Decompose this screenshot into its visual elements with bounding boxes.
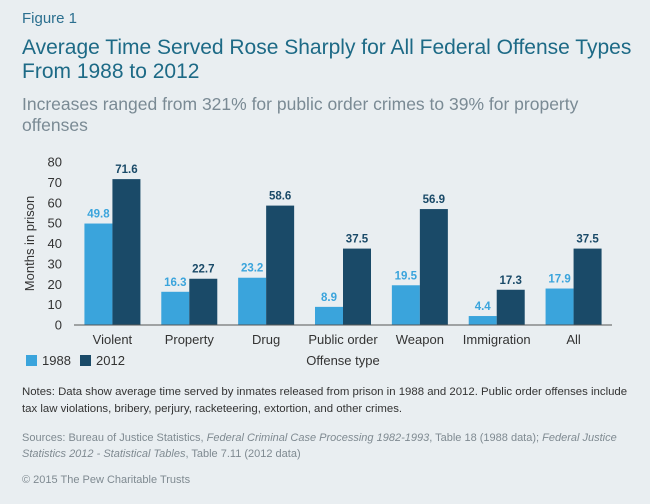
y-tick-label: 50 <box>48 216 62 231</box>
sources-prefix: Sources: Bureau of Justice Statistics, <box>22 432 207 444</box>
bar-1988 <box>468 316 497 325</box>
sources-mid: , Table 18 (1988 data); <box>429 432 543 444</box>
data-label: 8.9 <box>321 292 337 304</box>
y-axis-title: Months in prison <box>22 196 37 291</box>
data-label: 56.9 <box>423 194 445 206</box>
x-tick-label: Violent <box>93 332 133 347</box>
bar-group: 23.2 58.6 <box>238 191 295 325</box>
data-label: 23.2 <box>241 263 263 275</box>
sources: Sources: Bureau of Justice Statistics, F… <box>22 430 632 462</box>
data-label: 37.5 <box>346 234 369 246</box>
x-tick-label: Property <box>165 332 215 347</box>
y-tick-label: 10 <box>48 297 62 312</box>
bar-group: 16.3 22.7 <box>161 264 218 325</box>
bar-2012 <box>112 179 141 325</box>
y-tick-label: 70 <box>48 175 62 190</box>
notes: Notes: Data show average time served by … <box>22 386 628 415</box>
bars-group: 49.8 71.6 16.3 22.7 23.2 58.6 8.9 37.5 19.5 56.9 4… <box>84 164 602 325</box>
bar-1988 <box>84 223 113 325</box>
bar-chart: 0 10 20 30 40 50 60 70 80 49.8 71.6 16.3 22.7 23.2 58… <box>22 155 612 368</box>
legend-swatch-2012 <box>80 355 91 366</box>
data-label: 37.5 <box>576 234 599 246</box>
bar-2012 <box>266 205 295 325</box>
x-axis-title: Offense type <box>306 353 379 368</box>
data-label: 71.6 <box>115 164 137 176</box>
data-label: 58.6 <box>269 191 291 203</box>
chart-subtitle: Increases ranged from 321% for public or… <box>22 94 579 135</box>
bar-group: 8.9 37.5 <box>315 234 371 325</box>
data-label: 22.7 <box>192 264 214 276</box>
bar-group: 49.8 71.6 <box>84 164 141 325</box>
bar-1988 <box>391 285 420 325</box>
data-label: 17.9 <box>548 274 570 286</box>
y-tick-label: 80 <box>48 155 62 170</box>
data-label: 19.5 <box>395 270 418 282</box>
data-label: 16.3 <box>164 277 186 289</box>
x-axis-labels: Violent Property Drug Public order Weapon Imm… <box>93 332 581 347</box>
x-tick-label: All <box>566 332 581 347</box>
bar-2012 <box>496 289 525 325</box>
bar-1988 <box>315 306 343 325</box>
data-label: 49.8 <box>87 209 110 221</box>
bar-2012 <box>189 278 218 325</box>
bar-1988 <box>161 291 190 325</box>
x-tick-label: Weapon <box>396 332 444 347</box>
legend-swatch-1988 <box>26 355 37 366</box>
x-tick-label: Drug <box>252 332 280 347</box>
sources-suffix: , Table 7.11 (2012 data) <box>185 448 301 460</box>
x-tick-label: Public order <box>308 332 378 347</box>
x-tick-label: Immigration <box>463 332 531 347</box>
data-label: 17.3 <box>500 275 522 287</box>
y-tick-label: 20 <box>48 277 62 292</box>
y-tick-label: 40 <box>48 236 62 251</box>
y-axis: 0 10 20 30 40 50 60 70 80 <box>48 155 62 333</box>
legend: 1988 2012 <box>26 353 125 368</box>
copyright: © 2015 The Pew Charitable Trusts <box>22 474 191 486</box>
source-title-1: Federal Criminal Case Processing 1982-19… <box>206 432 430 444</box>
bar-1988 <box>545 288 574 325</box>
bar-group: 4.4 17.3 <box>468 275 525 325</box>
bar-group: 17.9 37.5 <box>545 234 602 325</box>
figure-label: Figure 1 <box>22 10 78 27</box>
legend-label-1988: 1988 <box>42 353 71 368</box>
legend-label-2012: 2012 <box>96 353 125 368</box>
y-tick-label: 0 <box>55 318 62 333</box>
y-tick-label: 30 <box>48 256 62 271</box>
y-tick-label: 60 <box>48 195 62 210</box>
source-title-2: Federal Justice Statistics 2012 - Statis… <box>22 432 617 460</box>
data-label: 4.4 <box>475 301 492 313</box>
bar-2012 <box>573 248 602 325</box>
bar-2012 <box>419 209 448 325</box>
chart-title: Average Time Served Rose Sharply for All… <box>22 36 632 83</box>
bar-2012 <box>343 248 371 325</box>
bar-group: 19.5 56.9 <box>391 194 448 325</box>
bar-1988 <box>238 277 267 325</box>
